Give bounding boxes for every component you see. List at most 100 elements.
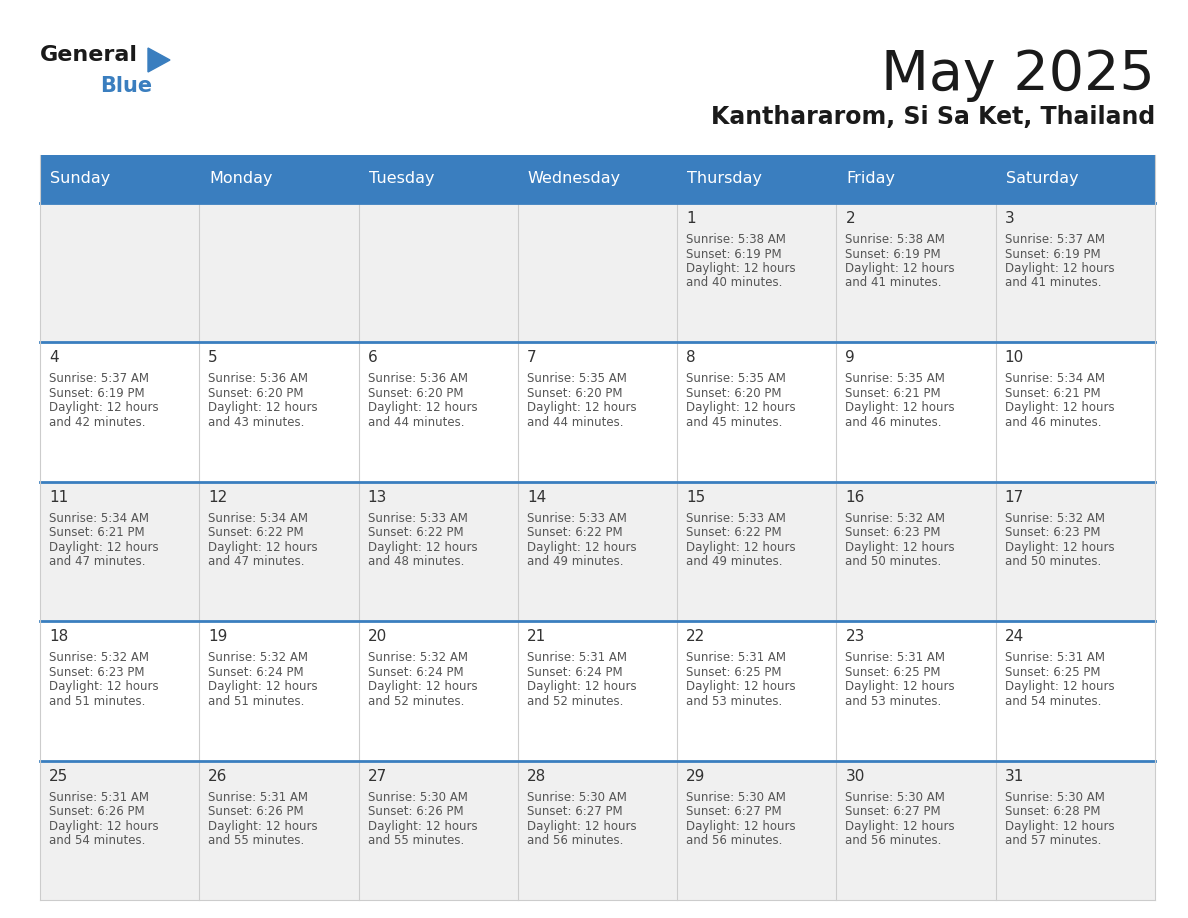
- Text: Sunrise: 5:31 AM: Sunrise: 5:31 AM: [1005, 651, 1105, 665]
- Text: General: General: [40, 45, 138, 65]
- Text: and 51 minutes.: and 51 minutes.: [49, 695, 145, 708]
- Text: Sunset: 6:23 PM: Sunset: 6:23 PM: [49, 666, 145, 678]
- Text: and 52 minutes.: and 52 minutes.: [367, 695, 465, 708]
- Text: Sunrise: 5:33 AM: Sunrise: 5:33 AM: [367, 512, 467, 525]
- Bar: [40, 203, 1155, 342]
- Text: 3: 3: [1005, 211, 1015, 226]
- Text: Sunrise: 5:31 AM: Sunrise: 5:31 AM: [208, 790, 308, 803]
- Text: Sunrise: 5:34 AM: Sunrise: 5:34 AM: [1005, 373, 1105, 386]
- Text: and 42 minutes.: and 42 minutes.: [49, 416, 145, 429]
- Text: 31: 31: [1005, 768, 1024, 784]
- Text: Sunset: 6:19 PM: Sunset: 6:19 PM: [1005, 248, 1100, 261]
- Text: and 41 minutes.: and 41 minutes.: [846, 276, 942, 289]
- Bar: [40, 621, 1155, 761]
- Text: 24: 24: [1005, 629, 1024, 644]
- Text: Saturday: Saturday: [1006, 172, 1079, 186]
- Text: 13: 13: [367, 490, 387, 505]
- Text: Daylight: 12 hours: Daylight: 12 hours: [367, 401, 478, 414]
- Text: Sunrise: 5:31 AM: Sunrise: 5:31 AM: [687, 651, 786, 665]
- Text: Daylight: 12 hours: Daylight: 12 hours: [49, 680, 159, 693]
- Text: Sunset: 6:19 PM: Sunset: 6:19 PM: [846, 248, 941, 261]
- Text: Sunset: 6:21 PM: Sunset: 6:21 PM: [1005, 386, 1100, 400]
- Text: Sunset: 6:21 PM: Sunset: 6:21 PM: [846, 386, 941, 400]
- Text: Sunset: 6:26 PM: Sunset: 6:26 PM: [208, 805, 304, 818]
- Text: and 48 minutes.: and 48 minutes.: [367, 555, 465, 568]
- Text: Sunset: 6:19 PM: Sunset: 6:19 PM: [687, 248, 782, 261]
- Text: and 41 minutes.: and 41 minutes.: [1005, 276, 1101, 289]
- Text: Sunrise: 5:31 AM: Sunrise: 5:31 AM: [526, 651, 627, 665]
- Text: Sunset: 6:23 PM: Sunset: 6:23 PM: [846, 526, 941, 539]
- Text: Sunset: 6:27 PM: Sunset: 6:27 PM: [687, 805, 782, 818]
- Text: 10: 10: [1005, 351, 1024, 365]
- Text: 19: 19: [208, 629, 228, 644]
- Text: Tuesday: Tuesday: [368, 172, 434, 186]
- Bar: [40, 761, 1155, 900]
- Text: Wednesday: Wednesday: [527, 172, 621, 186]
- Text: Kanthararom, Si Sa Ket, Thailand: Kanthararom, Si Sa Ket, Thailand: [710, 105, 1155, 129]
- Text: Daylight: 12 hours: Daylight: 12 hours: [687, 820, 796, 833]
- Text: Sunrise: 5:32 AM: Sunrise: 5:32 AM: [846, 512, 946, 525]
- Text: Sunrise: 5:37 AM: Sunrise: 5:37 AM: [49, 373, 148, 386]
- Text: and 46 minutes.: and 46 minutes.: [846, 416, 942, 429]
- Text: 29: 29: [687, 768, 706, 784]
- Text: Daylight: 12 hours: Daylight: 12 hours: [208, 680, 318, 693]
- Text: 2: 2: [846, 211, 855, 226]
- Text: 16: 16: [846, 490, 865, 505]
- Text: 6: 6: [367, 351, 378, 365]
- Text: Sunrise: 5:36 AM: Sunrise: 5:36 AM: [367, 373, 468, 386]
- Text: Daylight: 12 hours: Daylight: 12 hours: [1005, 541, 1114, 554]
- Text: Sunset: 6:21 PM: Sunset: 6:21 PM: [49, 526, 145, 539]
- Polygon shape: [148, 48, 170, 72]
- Text: Sunset: 6:25 PM: Sunset: 6:25 PM: [846, 666, 941, 678]
- Text: Daylight: 12 hours: Daylight: 12 hours: [846, 680, 955, 693]
- Text: 9: 9: [846, 351, 855, 365]
- Text: 7: 7: [526, 351, 537, 365]
- Text: Sunset: 6:22 PM: Sunset: 6:22 PM: [526, 526, 623, 539]
- Text: and 51 minutes.: and 51 minutes.: [208, 695, 304, 708]
- Text: 15: 15: [687, 490, 706, 505]
- Bar: [40, 342, 1155, 482]
- Text: Sunrise: 5:35 AM: Sunrise: 5:35 AM: [846, 373, 946, 386]
- Text: Sunrise: 5:37 AM: Sunrise: 5:37 AM: [1005, 233, 1105, 246]
- Text: Sunset: 6:20 PM: Sunset: 6:20 PM: [526, 386, 623, 400]
- Text: Sunset: 6:24 PM: Sunset: 6:24 PM: [367, 666, 463, 678]
- Text: and 55 minutes.: and 55 minutes.: [208, 834, 304, 847]
- Text: 25: 25: [49, 768, 68, 784]
- Text: Daylight: 12 hours: Daylight: 12 hours: [367, 541, 478, 554]
- Text: Daylight: 12 hours: Daylight: 12 hours: [687, 401, 796, 414]
- Text: 22: 22: [687, 629, 706, 644]
- Text: 30: 30: [846, 768, 865, 784]
- Text: 5: 5: [208, 351, 217, 365]
- Text: 1: 1: [687, 211, 696, 226]
- Text: Daylight: 12 hours: Daylight: 12 hours: [846, 262, 955, 275]
- Text: Sunset: 6:24 PM: Sunset: 6:24 PM: [208, 666, 304, 678]
- Text: Sunrise: 5:31 AM: Sunrise: 5:31 AM: [846, 651, 946, 665]
- Text: and 49 minutes.: and 49 minutes.: [526, 555, 624, 568]
- Text: Sunrise: 5:38 AM: Sunrise: 5:38 AM: [846, 233, 946, 246]
- Text: 28: 28: [526, 768, 546, 784]
- Text: Daylight: 12 hours: Daylight: 12 hours: [1005, 262, 1114, 275]
- Text: Daylight: 12 hours: Daylight: 12 hours: [526, 680, 637, 693]
- Text: and 50 minutes.: and 50 minutes.: [1005, 555, 1101, 568]
- Text: Sunrise: 5:34 AM: Sunrise: 5:34 AM: [49, 512, 148, 525]
- Text: Sunrise: 5:38 AM: Sunrise: 5:38 AM: [687, 233, 786, 246]
- Text: Daylight: 12 hours: Daylight: 12 hours: [1005, 820, 1114, 833]
- Text: Sunset: 6:27 PM: Sunset: 6:27 PM: [846, 805, 941, 818]
- Text: May 2025: May 2025: [881, 48, 1155, 102]
- Text: Sunset: 6:22 PM: Sunset: 6:22 PM: [367, 526, 463, 539]
- Text: 26: 26: [208, 768, 228, 784]
- Text: Daylight: 12 hours: Daylight: 12 hours: [526, 541, 637, 554]
- Text: 12: 12: [208, 490, 228, 505]
- Text: Daylight: 12 hours: Daylight: 12 hours: [49, 401, 159, 414]
- Text: and 56 minutes.: and 56 minutes.: [526, 834, 624, 847]
- Text: 20: 20: [367, 629, 387, 644]
- Text: Sunset: 6:19 PM: Sunset: 6:19 PM: [49, 386, 145, 400]
- Text: Sunset: 6:26 PM: Sunset: 6:26 PM: [367, 805, 463, 818]
- Text: Sunrise: 5:30 AM: Sunrise: 5:30 AM: [1005, 790, 1105, 803]
- Text: Sunrise: 5:32 AM: Sunrise: 5:32 AM: [208, 651, 308, 665]
- Text: Thursday: Thursday: [687, 172, 763, 186]
- Text: Sunset: 6:22 PM: Sunset: 6:22 PM: [687, 526, 782, 539]
- Text: Sunrise: 5:30 AM: Sunrise: 5:30 AM: [687, 790, 786, 803]
- Text: Sunrise: 5:36 AM: Sunrise: 5:36 AM: [208, 373, 308, 386]
- Text: and 52 minutes.: and 52 minutes.: [526, 695, 624, 708]
